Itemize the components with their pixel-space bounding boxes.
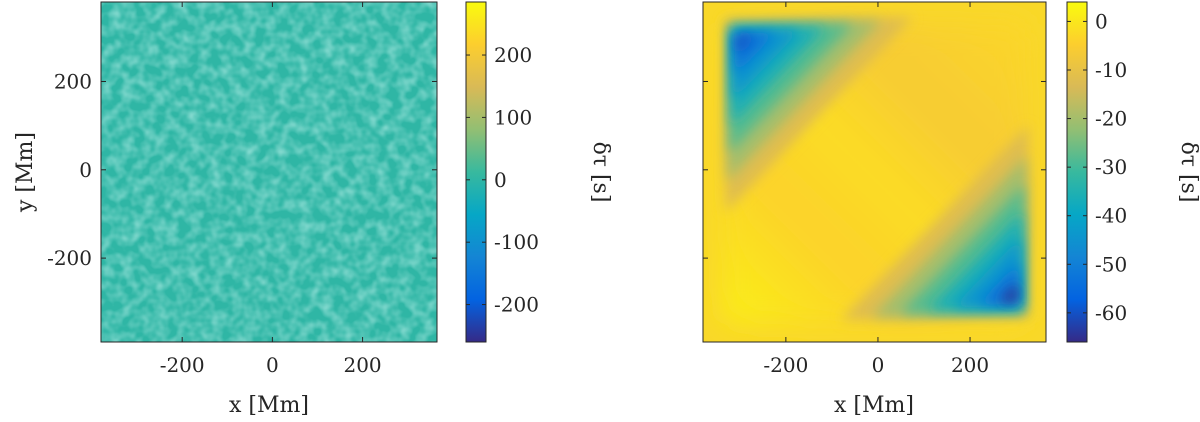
x-axis-label-left: x [Mm] xyxy=(229,393,309,418)
x-tick-label: -200 xyxy=(160,353,205,377)
heatmap-image-right xyxy=(703,2,1046,342)
colorbar-tick-label: -50 xyxy=(1095,252,1127,276)
x-tick-label: 200 xyxy=(343,353,381,377)
y-tick-label: 0 xyxy=(79,158,92,182)
colorbar-left: 200 100 0 -100 -200 δτ [s] xyxy=(465,1,613,343)
colorbar-ticks-right xyxy=(1067,20,1087,314)
colorbar-tick-label: -200 xyxy=(494,293,539,317)
x-tick-label: -200 xyxy=(763,353,808,377)
x-axis-label-right: x [Mm] xyxy=(834,393,914,418)
colorbar-tick-label: 200 xyxy=(494,43,532,67)
colorbar-tick-label: -60 xyxy=(1095,301,1127,325)
colorbar-ticks-left xyxy=(466,54,486,306)
heatmap-panel-right: -200 0 200 x [Mm] xyxy=(702,1,1047,418)
colorbar-tick-label: 0 xyxy=(494,168,507,192)
axis-ticks-left xyxy=(101,2,437,342)
x-tick-label: 0 xyxy=(872,353,885,377)
y-axis-label-left: y [Mm] xyxy=(13,132,38,213)
heatmap-panel-left: -200 0 200 200 0 -200 x [Mm] y [Mm] xyxy=(13,1,438,418)
colorbar-gradient-left xyxy=(465,1,487,343)
y-tick-label: 200 xyxy=(54,69,92,93)
colorbar-tick-label: -10 xyxy=(1095,58,1127,82)
colorbar-right: 0 -10 -20 -30 -40 -50 -60 δτ [s] xyxy=(1066,1,1200,343)
colorbar-tick-label: -100 xyxy=(494,230,539,254)
heatmap-well-contour xyxy=(736,35,756,55)
colorbar-label-left: δτ [s] xyxy=(588,142,613,203)
heatmap-image-left xyxy=(101,2,437,342)
colorbar-tick-label: -30 xyxy=(1095,155,1127,179)
colorbar-tick-label: 100 xyxy=(494,105,532,129)
plot-frame-right xyxy=(702,1,1047,343)
colorbar-tick-label: 0 xyxy=(1095,9,1108,33)
x-tick-label: 200 xyxy=(951,353,989,377)
y-tick-label: -200 xyxy=(47,246,92,270)
axis-ticks-right xyxy=(703,2,1046,342)
plot-frame-left xyxy=(100,1,438,343)
colorbar-tick-label: -40 xyxy=(1095,204,1127,228)
colorbar-label-right: δτ [s] xyxy=(1176,142,1200,203)
heatmap-wells xyxy=(725,17,1029,321)
x-tick-label: 0 xyxy=(266,353,279,377)
colorbar-gradient-right xyxy=(1066,1,1088,343)
colorbar-tick-label: -20 xyxy=(1095,107,1127,131)
heatmap-well-contour xyxy=(998,282,1018,303)
